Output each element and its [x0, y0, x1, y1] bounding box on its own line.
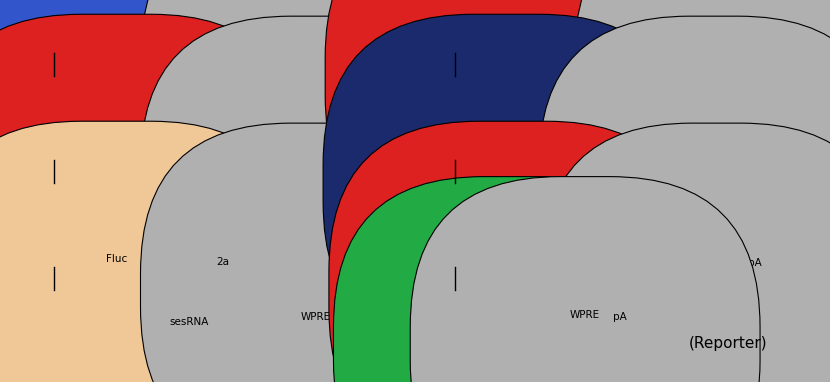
- Text: 3': 3': [669, 71, 679, 81]
- FancyBboxPatch shape: [541, 123, 830, 382]
- Text: W3SL: W3SL: [732, 42, 762, 52]
- Text: 5': 5': [414, 339, 423, 349]
- Ellipse shape: [220, 166, 286, 201]
- Text: BFP: BFP: [106, 40, 126, 50]
- Text: sesRNA: sesRNA: [169, 317, 209, 327]
- Text: 5': 5': [414, 71, 423, 81]
- Text: 2a: 2a: [583, 44, 596, 53]
- Polygon shape: [542, 59, 580, 94]
- FancyBboxPatch shape: [0, 0, 301, 246]
- Text: WPRE: WPRE: [570, 310, 600, 320]
- Text: WPRE: WPRE: [300, 98, 330, 108]
- Text: 2a: 2a: [606, 257, 619, 267]
- Ellipse shape: [220, 273, 286, 308]
- Text: pA: pA: [340, 151, 354, 161]
- Ellipse shape: [151, 162, 181, 204]
- FancyBboxPatch shape: [0, 14, 301, 353]
- Ellipse shape: [568, 55, 598, 97]
- Ellipse shape: [649, 55, 679, 97]
- Text: tTA2: tTA2: [627, 149, 651, 159]
- Text: hSyn: hSyn: [447, 186, 474, 196]
- Text: sesRNA: sesRNA: [169, 210, 209, 220]
- Text: WPRE: WPRE: [300, 312, 330, 322]
- Text: tTA2: tTA2: [632, 256, 655, 266]
- Ellipse shape: [613, 273, 675, 308]
- Polygon shape: [559, 166, 598, 201]
- Ellipse shape: [151, 55, 181, 97]
- Ellipse shape: [537, 162, 567, 204]
- Polygon shape: [173, 273, 212, 308]
- FancyBboxPatch shape: [539, 16, 830, 351]
- Text: (Reporter): (Reporter): [689, 336, 768, 351]
- Text: GFP: GFP: [243, 149, 263, 159]
- Text: 2a: 2a: [216, 257, 229, 267]
- Text: ADAR2: ADAR2: [488, 207, 525, 217]
- Text: WPRE: WPRE: [300, 205, 330, 215]
- Ellipse shape: [199, 162, 229, 204]
- Polygon shape: [173, 166, 212, 201]
- Text: W3SL: W3SL: [699, 205, 729, 215]
- Text: smFlag: smFlag: [599, 42, 637, 52]
- Text: Singular Vector: Singular Vector: [21, 15, 159, 33]
- Ellipse shape: [608, 166, 671, 201]
- Text: Rluc: Rluc: [242, 256, 265, 266]
- Text: 5': 5': [414, 178, 423, 188]
- Ellipse shape: [199, 55, 229, 97]
- Ellipse shape: [544, 269, 574, 311]
- Text: 5': 5': [12, 71, 21, 81]
- Ellipse shape: [591, 269, 621, 311]
- Text: mCh: mCh: [500, 254, 525, 264]
- Text: pA: pA: [749, 258, 762, 268]
- FancyBboxPatch shape: [0, 121, 301, 382]
- Text: 5': 5': [12, 178, 21, 188]
- Text: Fluc: Fluc: [105, 254, 127, 264]
- Text: mCherry: mCherry: [488, 40, 533, 50]
- Text: TRE3g: TRE3g: [435, 348, 468, 358]
- Text: GFP: GFP: [243, 42, 263, 52]
- Polygon shape: [173, 59, 212, 94]
- Ellipse shape: [585, 162, 615, 204]
- Text: Binary Vector: Binary Vector: [419, 15, 540, 33]
- FancyBboxPatch shape: [140, 123, 491, 382]
- FancyBboxPatch shape: [410, 176, 760, 382]
- Text: sesRNA: sesRNA: [561, 317, 601, 327]
- FancyBboxPatch shape: [334, 176, 696, 382]
- Text: 2a: 2a: [216, 44, 229, 53]
- Text: pA: pA: [613, 312, 627, 322]
- Text: mNeon: mNeon: [496, 310, 533, 320]
- FancyBboxPatch shape: [325, 0, 696, 246]
- Text: pA: pA: [340, 44, 354, 54]
- Text: sesRNA: sesRNA: [555, 147, 595, 157]
- Text: CAG: CAG: [48, 293, 71, 303]
- Text: CAG: CAG: [48, 186, 71, 196]
- Text: CAG: CAG: [48, 79, 71, 89]
- Ellipse shape: [151, 269, 181, 311]
- Text: WPRE: WPRE: [701, 312, 731, 322]
- FancyBboxPatch shape: [323, 14, 690, 353]
- Text: mCh: mCh: [104, 147, 129, 157]
- Text: CAG: CAG: [449, 293, 472, 303]
- Text: sesRNA: sesRNA: [169, 103, 209, 113]
- Text: hSyn: hSyn: [447, 79, 474, 89]
- Text: tTA2: tTA2: [686, 42, 709, 52]
- Ellipse shape: [585, 59, 652, 94]
- Text: 5': 5': [12, 285, 21, 295]
- FancyBboxPatch shape: [140, 0, 491, 244]
- Text: sesRNA: sesRNA: [561, 103, 601, 113]
- Ellipse shape: [220, 59, 286, 94]
- FancyBboxPatch shape: [574, 0, 830, 244]
- Polygon shape: [565, 273, 603, 308]
- FancyBboxPatch shape: [140, 16, 491, 351]
- Text: 3': 3': [669, 285, 679, 295]
- FancyBboxPatch shape: [329, 121, 697, 382]
- Ellipse shape: [668, 59, 726, 94]
- Text: 5': 5': [414, 285, 423, 295]
- Text: pA: pA: [340, 258, 354, 268]
- Text: 2a: 2a: [216, 151, 229, 160]
- Text: 3': 3': [669, 178, 679, 188]
- Ellipse shape: [199, 269, 229, 311]
